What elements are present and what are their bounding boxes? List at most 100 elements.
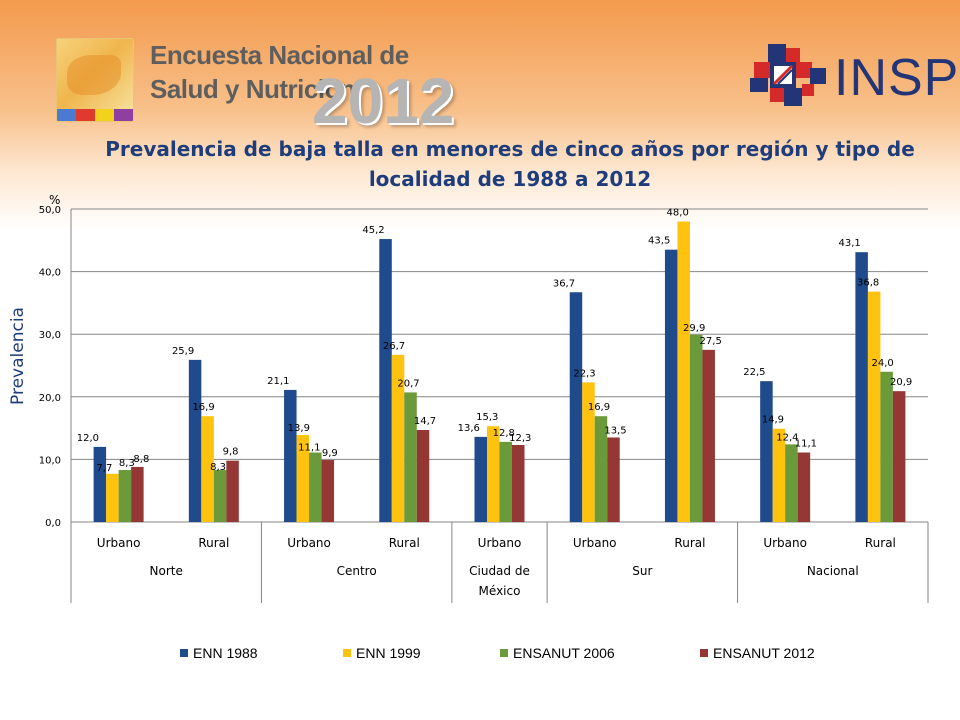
data-label: 26,7 [383,341,405,352]
data-label: 21,1 [267,376,289,387]
y-axis-label: Prevalencia [8,307,28,405]
bar [760,381,773,522]
data-label: 27,5 [700,336,722,347]
data-label: 11,1 [795,439,817,450]
bar [321,460,335,522]
data-label: 7,7 [96,463,112,474]
data-label: 43,1 [839,238,861,249]
data-label: 9,9 [322,448,338,459]
y-tick-label: 10,0 [39,455,61,466]
legend-label: ENSANUT 2006 [513,645,615,661]
y-tick-label: 50,0 [39,205,61,216]
data-label: 13,5 [604,425,626,436]
data-label: 45,2 [362,225,384,236]
group-label: Nacional [807,564,859,578]
legend-item-enn-1988: ENN 1988 [180,645,258,661]
data-label: 12,3 [509,433,531,444]
bar [391,354,405,522]
bar [607,437,620,522]
data-label: 16,9 [588,402,610,413]
y-tick-label: 0,0 [45,518,61,529]
insp-emblem-icon [750,44,826,106]
data-label: 43,5 [648,236,670,247]
data-label: 16,9 [192,402,214,413]
data-label: 25,9 [172,346,194,357]
bar [416,429,430,522]
data-label: 9,8 [223,447,239,458]
insp-wordmark: INSP [834,49,960,107]
bar [226,460,239,522]
bar [569,292,583,522]
y-tick-label: 40,0 [39,268,61,279]
bar [213,470,227,522]
data-label: 11,1 [298,443,320,454]
y-axis-unit: % [49,193,61,207]
bar [499,441,512,522]
bar [867,291,881,522]
chart-title: Prevalencia de baja talla en menores de … [100,134,920,194]
group-label: Sur [632,564,652,578]
legend-swatch [500,649,508,657]
bar [855,252,868,522]
x-tick-label: Rural [389,536,420,550]
logo-year: 2012 [312,65,455,137]
ensanut-logo: Encuesta Nacional de Salud y Nutrición 2… [56,38,454,137]
data-label: 48,0 [667,208,689,219]
data-label: 36,7 [553,278,575,289]
bar [772,428,786,522]
legend-item-enn-1999: ENN 1999 [343,645,421,661]
bar [664,249,678,522]
bar [702,349,715,522]
y-tick-label: 20,0 [39,393,61,404]
chart-title-line1: Prevalencia de baja talla en menores de … [105,137,915,161]
bar [582,382,595,522]
data-label: 22,5 [743,367,765,378]
data-label: 22,3 [573,368,595,379]
bar [474,436,487,522]
data-label: 14,7 [414,416,436,427]
legend-label: ENN 1988 [193,645,258,661]
bar [118,470,132,522]
data-label: 36,8 [857,278,879,289]
logo-line1: Encuesta Nacional de [150,40,409,70]
insp-logo: INSP [750,44,958,110]
data-label: 12,0 [77,433,99,444]
legend-label: ENN 1999 [356,645,421,661]
legend-swatch [343,649,351,657]
bar [201,416,214,522]
legend-label: ENSANUT 2012 [713,645,815,661]
data-label: 20,9 [890,377,912,388]
x-tick-label: Rural [198,536,229,550]
bar [296,434,310,522]
group-label: Centro [337,564,377,578]
bar [785,444,798,522]
x-tick-label: Rural [674,536,705,550]
bar [892,391,906,522]
legend-swatch [180,649,188,657]
bar [512,445,525,522]
bar [309,452,322,522]
legend-item-ensanut-2012: ENSANUT 2012 [700,645,815,661]
x-tick-label: Urbano [478,536,522,550]
bar [284,389,297,522]
data-label: 12,8 [493,428,515,439]
bar [594,416,608,522]
bar [797,452,811,522]
bar [880,371,893,522]
bar [379,239,392,522]
data-label: 13,6 [458,423,480,434]
data-label: 20,7 [397,378,419,389]
bar [404,392,417,522]
logo-line2: Salud y Nutrición [150,74,356,104]
bar [487,426,500,522]
data-label: 12,4 [776,432,798,443]
x-tick-label: Rural [865,536,896,550]
data-label: 15,3 [476,412,498,423]
bar [188,359,202,522]
x-tick-label: Urbano [287,536,331,550]
data-label: 8,8 [133,454,149,465]
group-label: Ciudad de [469,564,530,578]
legend-swatch [700,649,708,657]
data-label: 24,0 [872,358,894,369]
